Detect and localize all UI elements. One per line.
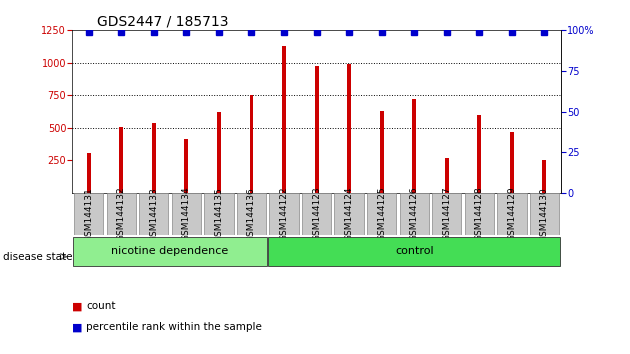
Bar [347, 64, 351, 193]
FancyBboxPatch shape [302, 193, 331, 235]
FancyBboxPatch shape [432, 193, 461, 235]
FancyBboxPatch shape [139, 193, 168, 235]
Bar [282, 46, 286, 193]
Bar [510, 132, 514, 193]
FancyBboxPatch shape [204, 193, 234, 235]
Text: GSM144133: GSM144133 [149, 187, 158, 241]
Text: GSM144136: GSM144136 [247, 187, 256, 241]
Bar [217, 112, 221, 193]
FancyBboxPatch shape [367, 193, 396, 235]
Bar [445, 158, 449, 193]
Text: GSM144123: GSM144123 [312, 187, 321, 241]
FancyBboxPatch shape [530, 193, 559, 235]
Bar [314, 66, 319, 193]
Text: count: count [86, 301, 116, 311]
Text: percentile rank within the sample: percentile rank within the sample [86, 322, 262, 332]
Bar [478, 115, 481, 193]
FancyBboxPatch shape [465, 193, 494, 235]
FancyBboxPatch shape [237, 193, 266, 235]
FancyBboxPatch shape [74, 193, 103, 235]
Text: GSM144128: GSM144128 [475, 187, 484, 241]
FancyBboxPatch shape [172, 193, 201, 235]
Text: GSM144124: GSM144124 [345, 187, 353, 241]
FancyBboxPatch shape [106, 193, 136, 235]
Text: GSM144129: GSM144129 [507, 187, 517, 241]
Text: GSM144131: GSM144131 [84, 187, 93, 241]
Text: GSM144130: GSM144130 [540, 187, 549, 241]
Bar [185, 139, 188, 193]
FancyBboxPatch shape [497, 193, 527, 235]
Bar [380, 111, 384, 193]
FancyBboxPatch shape [399, 193, 429, 235]
Text: control: control [395, 246, 433, 256]
FancyBboxPatch shape [268, 237, 560, 266]
Bar [152, 122, 156, 193]
Text: GDS2447 / 185713: GDS2447 / 185713 [97, 15, 228, 29]
Text: GSM144127: GSM144127 [442, 187, 451, 241]
Bar [87, 153, 91, 193]
FancyBboxPatch shape [335, 193, 364, 235]
Bar [542, 160, 546, 193]
FancyBboxPatch shape [270, 193, 299, 235]
Text: ■: ■ [72, 301, 83, 311]
Bar [119, 127, 123, 193]
Text: nicotine dependence: nicotine dependence [112, 246, 229, 256]
Text: ■: ■ [72, 322, 83, 332]
Text: GSM144122: GSM144122 [280, 187, 289, 241]
Text: GSM144135: GSM144135 [214, 187, 224, 241]
Text: GSM144126: GSM144126 [410, 187, 419, 241]
Text: GSM144125: GSM144125 [377, 187, 386, 241]
Bar [249, 95, 253, 193]
Text: GSM144132: GSM144132 [117, 187, 126, 241]
Text: GSM144134: GSM144134 [182, 187, 191, 241]
Text: disease state: disease state [3, 252, 72, 262]
FancyBboxPatch shape [73, 237, 267, 266]
Bar [412, 99, 416, 193]
